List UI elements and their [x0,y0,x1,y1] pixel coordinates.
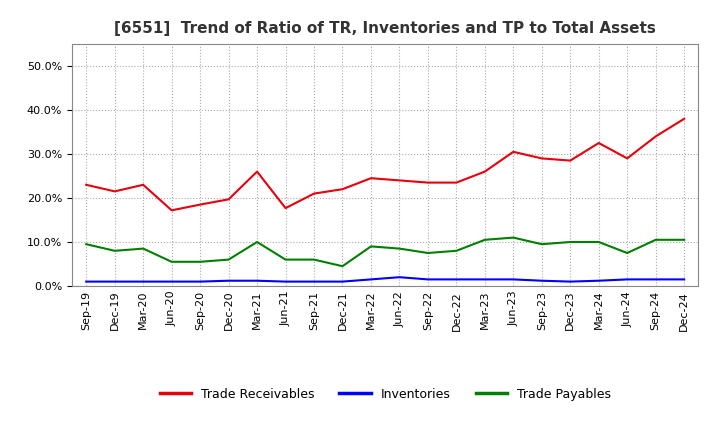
Legend: Trade Receivables, Inventories, Trade Payables: Trade Receivables, Inventories, Trade Pa… [155,383,616,406]
Trade Receivables [310,191,318,196]
Trade Payables [566,239,575,245]
Inventories [452,277,461,282]
Inventories [225,278,233,283]
Inventories [282,279,290,284]
Trade Payables [623,250,631,256]
Trade Receivables [366,176,375,181]
Inventories [680,277,688,282]
Trade Receivables [595,140,603,146]
Trade Payables [110,248,119,253]
Trade Receivables [395,178,404,183]
Trade Payables [509,235,518,240]
Inventories [395,275,404,280]
Trade Payables [338,264,347,269]
Inventories [196,279,204,284]
Trade Receivables [480,169,489,174]
Inventories [423,277,432,282]
Trade Payables [253,239,261,245]
Inventories [537,278,546,283]
Trade Receivables [452,180,461,185]
Trade Receivables [423,180,432,185]
Trade Payables [452,248,461,253]
Trade Receivables [623,156,631,161]
Trade Payables [652,237,660,242]
Trade Payables [366,244,375,249]
Trade Payables [196,259,204,264]
Inventories [566,279,575,284]
Trade Payables [395,246,404,251]
Trade Receivables [139,182,148,187]
Inventories [509,277,518,282]
Trade Receivables [253,169,261,174]
Trade Receivables [509,149,518,154]
Trade Payables [310,257,318,262]
Trade Receivables [82,182,91,187]
Trade Payables [537,242,546,247]
Inventories [110,279,119,284]
Trade Receivables [566,158,575,163]
Trade Receivables [110,189,119,194]
Line: Trade Payables: Trade Payables [86,238,684,266]
Inventories [139,279,148,284]
Trade Payables [167,259,176,264]
Trade Payables [82,242,91,247]
Inventories [253,278,261,283]
Line: Inventories: Inventories [86,277,684,282]
Inventories [480,277,489,282]
Trade Receivables [282,205,290,211]
Trade Payables [423,250,432,256]
Inventories [366,277,375,282]
Inventories [338,279,347,284]
Inventories [623,277,631,282]
Line: Trade Receivables: Trade Receivables [86,119,684,210]
Inventories [652,277,660,282]
Trade Receivables [652,134,660,139]
Trade Receivables [680,116,688,121]
Inventories [82,279,91,284]
Trade Receivables [537,156,546,161]
Trade Payables [282,257,290,262]
Trade Payables [480,237,489,242]
Trade Payables [595,239,603,245]
Trade Receivables [225,197,233,202]
Trade Payables [139,246,148,251]
Trade Payables [225,257,233,262]
Inventories [167,279,176,284]
Title: [6551]  Trend of Ratio of TR, Inventories and TP to Total Assets: [6551] Trend of Ratio of TR, Inventories… [114,21,656,36]
Trade Payables [680,237,688,242]
Trade Receivables [338,187,347,192]
Trade Receivables [196,202,204,207]
Inventories [595,278,603,283]
Inventories [310,279,318,284]
Trade Receivables [167,208,176,213]
